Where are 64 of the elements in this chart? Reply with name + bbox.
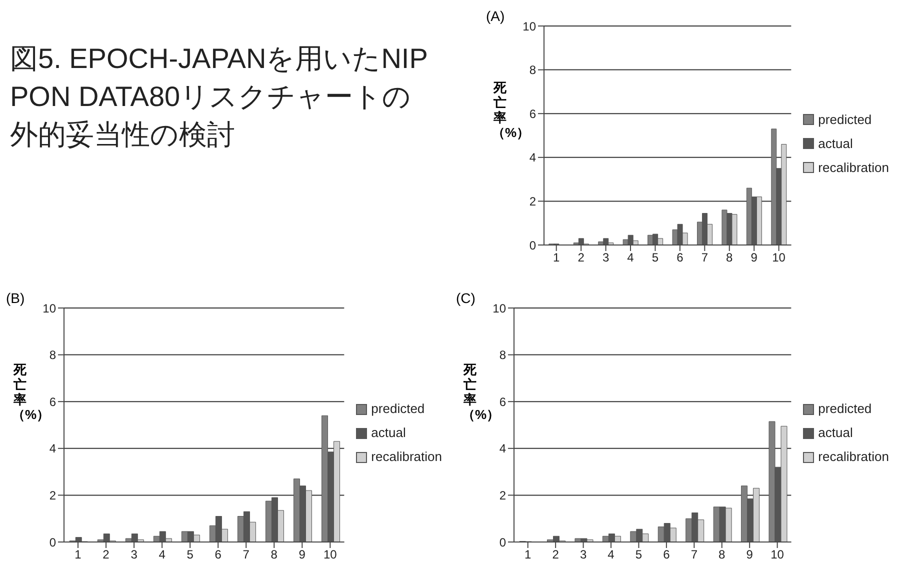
y-tick-label: 4 [499,442,506,456]
y-tick-label: 8 [49,348,56,362]
legend-label: actual [818,424,853,442]
y-axis-title: 死亡率（%） [492,80,530,140]
y-tick-label: 2 [529,194,536,208]
y-tick-label: 6 [499,394,506,409]
x-tick-label: 3 [580,548,587,562]
legend-label: predicted [818,400,872,418]
x-tick-label: 10 [772,250,786,265]
x-tick-label: 9 [298,548,306,562]
x-tick-label: 2 [102,548,110,562]
x-tick-label: 2 [552,548,560,562]
y-tick-label: 0 [529,238,536,252]
legend-label: recalibration [818,448,889,466]
y-tick-label: 2 [49,488,56,502]
x-tick-label: 8 [718,548,726,562]
y-tick-label: 2 [499,488,506,502]
x-tick-label: 5 [635,548,642,562]
x-tick-label: 9 [750,250,758,265]
y-tick-label: 4 [49,442,56,456]
y-axis-title: 死亡率（%） [12,362,50,422]
x-tick-label: 7 [690,548,698,562]
x-tick-label: 3 [130,548,138,562]
chart-title: (A) [486,8,505,24]
x-tick-label: 4 [608,548,615,562]
x-tick-label: 1 [524,548,532,562]
x-tick-label: 1 [553,250,560,265]
chart-title: (B) [6,290,25,306]
x-tick-label: 4 [158,548,166,562]
y-tick-label: 0 [499,535,506,550]
x-tick-label: 7 [701,250,708,265]
y-tick-label: 8 [499,348,506,362]
legend-label: recalibration [371,448,442,466]
x-tick-label: 4 [627,250,634,265]
x-tick-label: 7 [242,548,250,562]
x-tick-label: 6 [663,548,670,562]
y-tick-label: 10 [492,301,506,316]
x-tick-label: 10 [323,548,338,562]
y-tick-label: 10 [522,19,536,34]
legend-label: predicted [818,110,872,129]
text: 図5. EPOCH-JAPANを用いたNIPPON DATA80リスクチャートの外的妥当性の検討 [9,42,429,152]
legend-label: actual [818,134,853,152]
x-tick-label: 8 [270,548,278,562]
x-tick-label: 3 [602,250,610,265]
y-tick-label: 8 [529,63,536,78]
x-tick-label: 6 [214,548,222,562]
x-tick-label: 10 [770,548,784,562]
x-tick-label: 1 [74,548,82,562]
x-tick-label: 6 [676,250,684,265]
x-tick-label: 5 [186,548,194,562]
legend-label: recalibration [818,158,889,176]
x-tick-label: 8 [726,250,734,265]
y-tick-label: 6 [49,394,56,409]
legend-label: predicted [371,400,425,418]
chart-title: (C) [456,290,476,306]
y-tick-label: 0 [49,535,56,550]
legend-label: actual [371,424,406,442]
y-tick-label: 6 [529,106,536,121]
y-tick-label: 4 [529,150,536,165]
x-tick-label: 5 [652,250,659,265]
x-tick-label: 9 [746,548,754,562]
y-axis-title: 死亡率（%） [462,362,500,422]
x-tick-label: 2 [578,250,585,265]
y-tick-label: 10 [42,301,56,316]
